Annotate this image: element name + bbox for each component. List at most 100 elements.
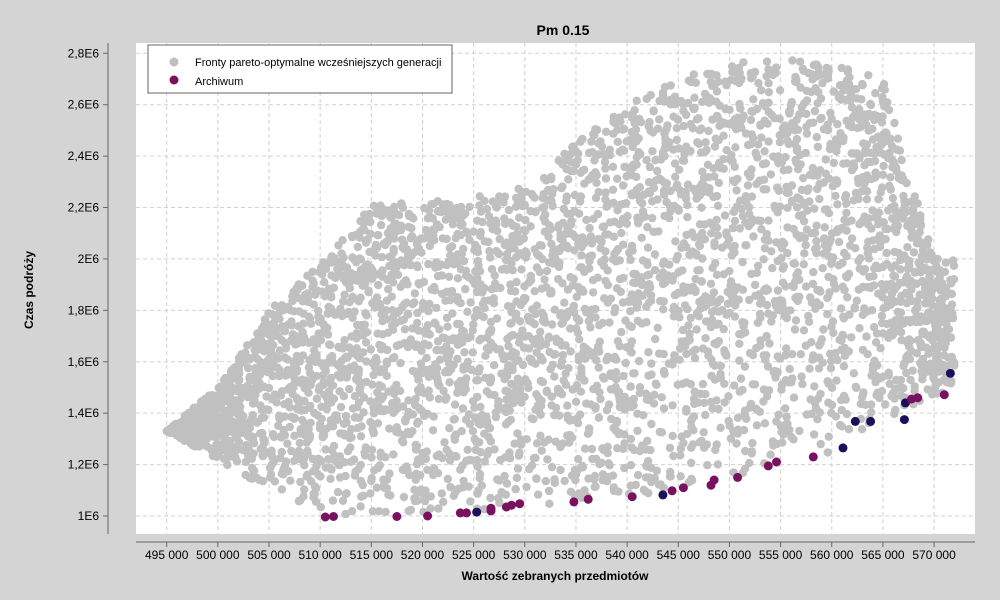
pareto-point xyxy=(389,270,399,279)
pareto-point xyxy=(632,96,641,105)
pareto-point xyxy=(730,216,740,226)
pareto-point xyxy=(404,222,413,232)
pareto-point xyxy=(736,104,745,113)
pareto-point xyxy=(407,232,417,241)
pareto-point xyxy=(205,406,214,415)
pareto-point xyxy=(648,213,657,223)
pareto-point xyxy=(803,186,812,195)
pareto-point xyxy=(325,391,334,400)
pareto-point xyxy=(849,196,858,205)
pareto-point xyxy=(303,289,312,298)
pareto-point xyxy=(373,329,382,338)
pareto-point xyxy=(294,446,304,456)
pareto-point xyxy=(304,312,314,321)
pareto-point xyxy=(362,377,371,387)
pareto-point xyxy=(203,442,212,451)
pareto-point xyxy=(412,459,422,469)
pareto-point xyxy=(329,256,338,265)
pareto-point xyxy=(855,264,864,273)
pareto-point xyxy=(799,173,808,183)
pareto-point xyxy=(255,343,264,352)
pareto-point xyxy=(589,130,598,139)
pareto-point xyxy=(726,277,736,286)
pareto-point xyxy=(550,411,559,420)
pareto-point xyxy=(795,57,805,66)
pareto-point xyxy=(708,359,718,369)
pareto-point xyxy=(486,375,496,384)
pareto-point xyxy=(493,226,502,236)
pareto-point xyxy=(889,224,899,233)
pareto-point xyxy=(648,197,657,206)
pareto-point xyxy=(202,434,212,444)
pareto-point xyxy=(708,404,717,413)
pareto-point xyxy=(257,363,266,372)
pareto-point xyxy=(318,270,327,279)
pareto-point xyxy=(890,247,899,257)
pareto-point xyxy=(697,124,706,133)
pareto-point xyxy=(442,234,451,244)
pareto-point xyxy=(412,441,422,451)
pareto-point xyxy=(484,237,493,247)
pareto-point xyxy=(759,397,768,406)
pareto-point xyxy=(321,445,330,454)
y-tick-label: 1,4E6 xyxy=(68,406,100,420)
pareto-point xyxy=(818,78,827,88)
pareto-point xyxy=(495,234,504,244)
pareto-point xyxy=(593,209,603,219)
pareto-point xyxy=(463,307,472,316)
pareto-point xyxy=(265,330,274,340)
pareto-point xyxy=(747,192,757,201)
pareto-point xyxy=(557,390,567,399)
pareto-point xyxy=(861,400,870,409)
pareto-point xyxy=(738,385,747,395)
pareto-point xyxy=(491,283,501,293)
x-axis-label: Wartość zebranych przedmiotów xyxy=(462,569,650,583)
pareto-point xyxy=(468,427,478,436)
pareto-point xyxy=(655,427,664,437)
pareto-point xyxy=(683,180,693,189)
pareto-point xyxy=(480,283,489,293)
pareto-point xyxy=(741,192,750,201)
pareto-point xyxy=(764,216,773,225)
pareto-point xyxy=(252,417,262,426)
pareto-point xyxy=(487,265,497,274)
pareto-point xyxy=(762,351,771,360)
pareto-point xyxy=(290,414,299,423)
pareto-point xyxy=(486,338,496,348)
pareto-point xyxy=(376,452,385,461)
pareto-point xyxy=(384,285,393,294)
pareto-point xyxy=(646,90,655,100)
pareto-point xyxy=(646,291,656,300)
pareto-point xyxy=(399,492,409,502)
pareto-point xyxy=(854,105,864,114)
pareto-point xyxy=(456,298,465,308)
pareto-point xyxy=(311,497,321,506)
pareto-point xyxy=(683,304,692,314)
pareto-point xyxy=(655,174,664,183)
pareto-point xyxy=(373,396,382,405)
pareto-point xyxy=(433,469,443,478)
pareto-point xyxy=(685,250,694,260)
pareto-point xyxy=(878,293,887,302)
pareto-point xyxy=(932,350,941,360)
pareto-point xyxy=(820,223,829,232)
pareto-point xyxy=(299,454,309,463)
pareto-point xyxy=(461,284,470,294)
pareto-point xyxy=(579,347,588,357)
pareto-point xyxy=(337,249,346,258)
pareto-point xyxy=(347,507,357,516)
pareto-point xyxy=(881,234,890,244)
pareto-point xyxy=(476,334,486,343)
pareto-point xyxy=(544,332,554,341)
pareto-point xyxy=(647,419,656,429)
pareto-point xyxy=(366,345,375,354)
pareto-point xyxy=(895,171,904,181)
pareto-point xyxy=(673,251,682,261)
pareto-point xyxy=(360,270,369,279)
pareto-point xyxy=(623,297,633,306)
y-tick-label: 2,4E6 xyxy=(68,149,100,163)
pareto-point xyxy=(578,461,587,471)
pareto-point xyxy=(807,229,816,238)
pareto-point xyxy=(752,268,762,277)
